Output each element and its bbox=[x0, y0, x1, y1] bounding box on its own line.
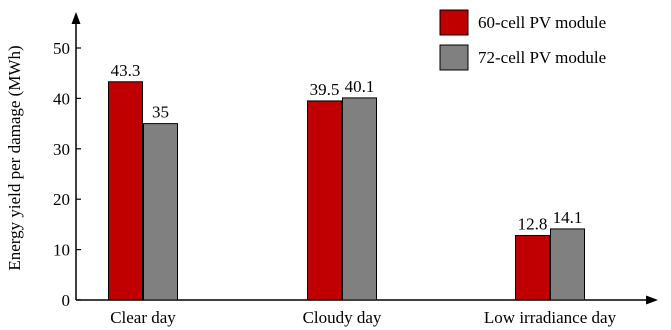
data-label: 14.1 bbox=[553, 208, 583, 227]
y-axis-label: Energy yield per damage (MWh) bbox=[5, 45, 24, 270]
bar bbox=[307, 100, 342, 301]
bar bbox=[108, 81, 143, 301]
legend-label: 60-cell PV module bbox=[478, 13, 606, 32]
x-tick-label: Clear day bbox=[110, 308, 176, 327]
data-label: 40.1 bbox=[345, 77, 375, 96]
bar bbox=[143, 123, 178, 301]
plot-area: 0 10 20 30 40 50 43.3 35 Clear day 39.5 40.1 Cloudy… bbox=[53, 12, 658, 327]
legend-swatch bbox=[439, 9, 469, 36]
bar bbox=[550, 228, 585, 301]
legend-swatch bbox=[439, 44, 469, 71]
data-label: 39.5 bbox=[310, 80, 340, 99]
y-tick-label: 40 bbox=[53, 89, 70, 108]
y-tick-label: 30 bbox=[53, 140, 70, 159]
y-tick-label: 20 bbox=[53, 190, 70, 209]
y-axis-arrow bbox=[71, 12, 81, 24]
legend-label: 72-cell PV module bbox=[478, 48, 606, 67]
bar bbox=[342, 97, 377, 301]
x-tick-label: Low irradiance day bbox=[484, 308, 617, 327]
x-axis-arrow bbox=[646, 295, 658, 305]
bar bbox=[515, 234, 550, 301]
data-label: 12.8 bbox=[518, 214, 548, 233]
y-tick-label: 50 bbox=[53, 39, 70, 58]
y-tick-label: 0 bbox=[62, 291, 71, 310]
x-tick-label: Cloudy day bbox=[303, 308, 382, 327]
y-tick-label: 10 bbox=[53, 241, 70, 260]
data-label: 35 bbox=[152, 103, 169, 122]
legend: 60-cell PV module 72-cell PV module bbox=[439, 9, 606, 71]
data-label: 43.3 bbox=[111, 61, 141, 80]
